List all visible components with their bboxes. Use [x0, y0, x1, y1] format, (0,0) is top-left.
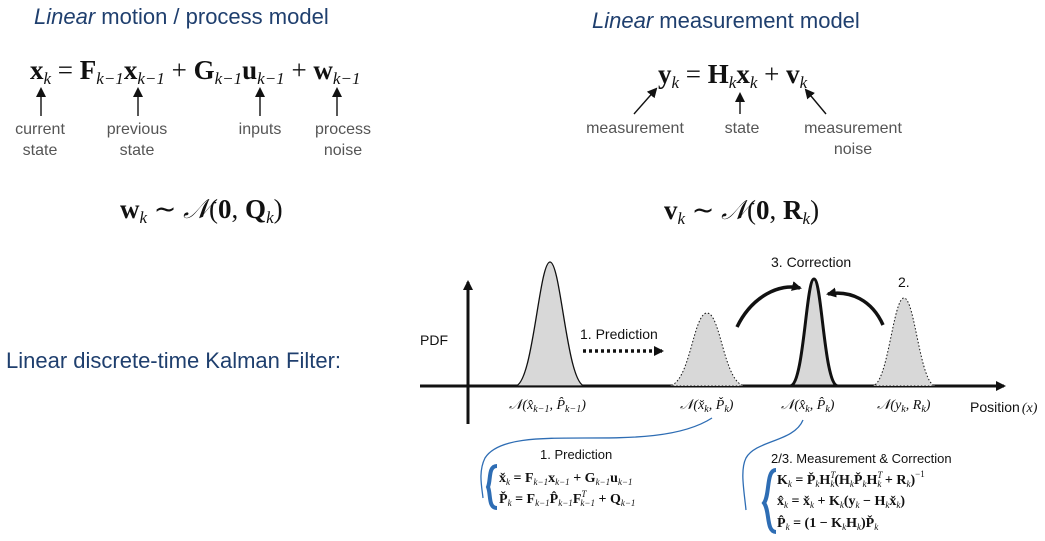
correction-arrow-right	[826, 287, 885, 326]
prediction-box-title: 1. Prediction	[540, 447, 612, 462]
process-model-heading-rest: motion / process model	[95, 4, 329, 29]
corrected-estimate-curve	[789, 277, 839, 388]
process-model-heading-italic: Linear	[34, 4, 96, 29]
correction-brace	[761, 468, 777, 534]
correction-box-title: 2/3. Measurement & Correction	[771, 451, 952, 466]
correction-connector	[742, 419, 804, 511]
corrected-estimate-label: 𝒩(x̂k, P̂k)	[781, 397, 835, 415]
prev-estimate-curve	[514, 261, 586, 387]
state-label: state	[724, 120, 760, 137]
measurement-arrow	[633, 87, 658, 115]
process-noise-label: process noise	[314, 121, 372, 159]
measurement-dist-label: 𝒩(yk, Rk)	[877, 398, 931, 415]
measurement-noise-arrow	[804, 88, 827, 115]
prediction-step-label: 1. Prediction	[580, 326, 658, 342]
pdf-axis-label: PDF	[420, 332, 448, 348]
measurement-model-heading: Linear measurement model	[592, 8, 860, 34]
predicted-state-curve	[667, 312, 747, 387]
measurement-label: measurement	[586, 120, 684, 137]
prev-estimate-label: 𝒩(x̂k−1, P̂k−1)	[509, 397, 586, 415]
measurement-model-heading-italic: Linear	[592, 8, 654, 33]
measurement-step-label: 2.	[898, 274, 910, 290]
prediction-eq-state: x̌k = Fk−1xk−1 + Gk−1uk−1	[499, 471, 633, 487]
measurement-curve	[871, 297, 937, 387]
process-model-heading: Linear motion / process model	[34, 4, 329, 30]
position-axis-variable: (x)	[1022, 401, 1038, 416]
correction-eq-gain: Kk = P̌kHT k(HkP̌kHT k + Rk)−1	[777, 469, 925, 489]
current-state-label: current state	[15, 121, 65, 159]
process-noise-distribution: wk ∼ 𝒩(0, Qk)	[120, 194, 283, 227]
previous-state-label: previous state	[106, 121, 168, 159]
position-axis-label: Position (x)	[970, 399, 1038, 416]
prediction-brace	[485, 464, 498, 510]
motion-equation: xk = Fk−1xk−1 + Gk−1uk−1 + wk−1	[30, 55, 361, 88]
correction-eq-covariance: P̂k = (1 − KkHk)P̌k	[777, 514, 879, 532]
inputs-label: inputs	[238, 121, 282, 138]
measurement-noise-distribution: vk ∼ 𝒩(0, Rk)	[664, 195, 820, 228]
position-axis-text: Position	[970, 399, 1020, 415]
predicted-state-label: 𝒩(x̌k, P̌k)	[680, 397, 734, 415]
correction-eq-state: x̂k = x̌k + Kk(yk − Hkx̌k)	[777, 494, 905, 510]
kalman-filter-title: Linear discrete-time Kalman Filter:	[6, 348, 342, 373]
correction-arrow-left	[735, 281, 802, 328]
measurement-equation: yk = Hkxk + vk	[658, 59, 808, 92]
measurement-model-heading-rest: measurement model	[653, 8, 860, 33]
prediction-connector	[480, 417, 713, 499]
prediction-eq-covariance: P̌k = Fk−1P̂k−1FT k−1 + Qk−1	[499, 489, 635, 508]
measurement-noise-label: measurement noise	[804, 120, 902, 158]
correction-step-label: 3. Correction	[771, 254, 851, 270]
